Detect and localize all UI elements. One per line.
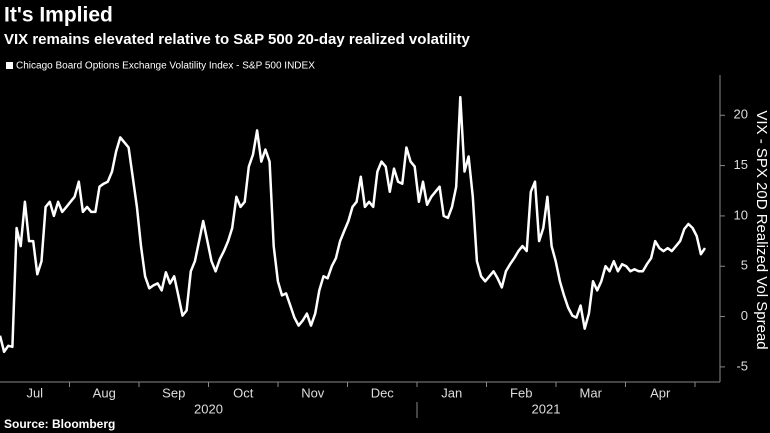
series-line xyxy=(0,95,707,354)
source: Source: Bloomberg xyxy=(4,417,115,431)
year-label: 2021 xyxy=(532,401,561,416)
y-tick-label: -5 xyxy=(736,358,748,373)
x-tick-label: Aug xyxy=(93,385,116,400)
x-tick-label: Dec xyxy=(371,385,395,400)
y-tick-label: 10 xyxy=(734,207,748,222)
x-tick-label: Oct xyxy=(233,385,254,400)
x-tick-label: Nov xyxy=(301,385,325,400)
x-tick-label: Feb xyxy=(510,385,532,400)
x-tick-label: Jul xyxy=(26,385,43,400)
chart-title: It's Implied xyxy=(4,4,113,27)
year-label: 2020 xyxy=(194,401,223,416)
y-axis-title: VIX - SPX 20D Realized Vol Spread xyxy=(753,110,770,349)
y-tick-label: 5 xyxy=(741,258,748,273)
y-tick-label: 0 xyxy=(741,308,748,323)
y-tick-label: 15 xyxy=(734,157,748,172)
x-tick-label: Sep xyxy=(162,385,185,400)
chart-subtitle: VIX remains elevated relative to S&P 500… xyxy=(4,31,470,48)
legend-swatch xyxy=(6,62,13,69)
y-tick-label: 20 xyxy=(734,107,748,122)
x-tick-label: Apr xyxy=(650,385,671,400)
legend-label: Chicago Board Options Exchange Volatilit… xyxy=(16,61,315,72)
x-tick-label: Mar xyxy=(580,385,603,400)
x-tick-label: Jan xyxy=(441,385,462,400)
